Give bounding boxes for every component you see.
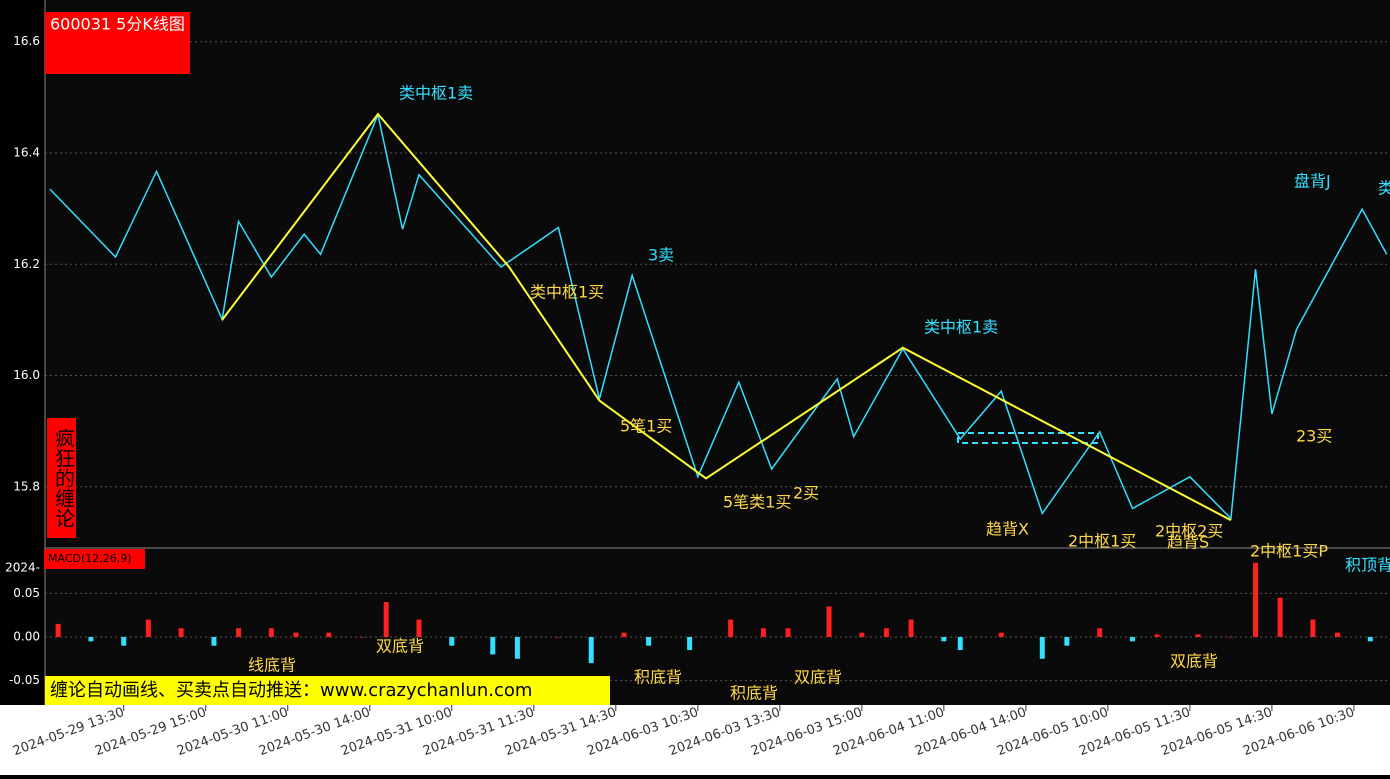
- macd-bar: [268, 628, 274, 637]
- stroke-line: [49, 112, 1388, 521]
- macd-bar: [621, 632, 627, 637]
- stroke-line: [221, 112, 1232, 522]
- macd-bar: [145, 619, 151, 637]
- y-tick-label: 16.4: [13, 145, 40, 159]
- macd-bar: [1039, 636, 1045, 659]
- annotation: 2中枢2买: [1155, 522, 1223, 541]
- y-tick-label: 15.8: [13, 479, 40, 493]
- macd-annotation: 线底背: [248, 656, 296, 675]
- annotation: 盘背J: [1294, 172, 1331, 191]
- y-tick-label: 16.2: [13, 257, 40, 271]
- zhongshu-box: [957, 432, 1099, 444]
- macd-annotation: 双底背: [794, 668, 842, 687]
- annotation: 类中枢1卖: [924, 318, 998, 337]
- annotation: 23买: [1296, 427, 1332, 446]
- plot-area: [45, 0, 1390, 705]
- macd-title-box: [44, 549, 145, 569]
- macd-bar: [1335, 632, 1341, 637]
- annotations: 类中枢1卖 类中枢1买 3卖 5笔1买 5笔类1买 2买 类中枢1卖 趋背X 2…: [248, 84, 1390, 703]
- marks: [49, 112, 1388, 664]
- macd-bar: [957, 636, 963, 651]
- macd-bar: [785, 628, 791, 637]
- macd-bar: [293, 632, 299, 637]
- macd-bar: [646, 636, 652, 646]
- macd-bar: [555, 636, 561, 638]
- macd-bar: [908, 619, 914, 637]
- macd-annotation: 双底背: [376, 637, 424, 656]
- macd-bar: [1277, 597, 1283, 637]
- macd-bar: [859, 632, 865, 637]
- macd-bar: [998, 632, 1004, 637]
- macd-bar: [416, 619, 422, 637]
- annotation: 趋背S: [1167, 533, 1209, 552]
- macd-bar: [383, 602, 389, 637]
- annotation: 2买: [793, 484, 819, 503]
- macd-bar: [326, 632, 332, 637]
- macd-bar: [211, 636, 217, 646]
- macd-bar: [236, 628, 242, 637]
- y2-tick-label: 0.00: [13, 629, 40, 643]
- macd-bar: [449, 636, 455, 646]
- macd-bar: [760, 628, 766, 637]
- annotation: 类: [1378, 179, 1390, 198]
- annotation: 5笔1买: [620, 417, 672, 436]
- macd-bar: [1310, 619, 1316, 637]
- banner: 缠论自动画线、买卖点自动推送：www.crazychanlun.com: [50, 680, 532, 701]
- macd-annotation: 积顶背: [1345, 556, 1390, 575]
- macd-annotation: 双底背: [1170, 652, 1218, 671]
- side-box: [47, 418, 76, 538]
- macd-bar: [514, 636, 520, 659]
- side-label: 疯狂的缠论: [52, 428, 76, 528]
- macd-bar: [941, 636, 947, 642]
- macd-bar: [1195, 634, 1201, 637]
- macd-bar: [883, 628, 889, 637]
- macd-bar: [178, 628, 184, 637]
- macd-bar: [1129, 636, 1135, 642]
- macd-bar: [1064, 636, 1070, 646]
- annotation: 3卖: [648, 246, 674, 265]
- macd-top-label: 2024-: [5, 561, 40, 575]
- macd-bar: [1228, 636, 1234, 638]
- macd-bar: [687, 636, 693, 651]
- macd-bar: [88, 636, 94, 642]
- macd-bar: [1367, 636, 1373, 642]
- macd-annotation: 积底背: [730, 684, 778, 703]
- macd-title: MACD(12,26,9): [48, 552, 132, 565]
- y2-tick-label: 0.05: [13, 586, 40, 600]
- macd-bar: [1253, 562, 1258, 637]
- macd-bar: [121, 636, 127, 646]
- macd-annotation: 积底背: [634, 668, 682, 687]
- y-tick-label: 16.6: [13, 34, 40, 48]
- macd-bar: [826, 606, 832, 637]
- annotation: 2中枢1买P: [1250, 542, 1328, 561]
- macd-bar: [728, 619, 734, 637]
- x-axis-area: [0, 705, 1390, 775]
- y2-tick-label: -0.05: [9, 673, 40, 687]
- macd-bar: [490, 636, 496, 655]
- annotation: 2中枢1买: [1068, 532, 1136, 551]
- banner-box: [45, 676, 610, 705]
- macd-bar: [588, 636, 594, 664]
- macd-bar: [55, 623, 61, 637]
- annotation: 5笔类1买: [723, 493, 791, 512]
- macd-bar: [359, 636, 365, 638]
- annotation: 类中枢1买: [530, 283, 604, 302]
- macd-bar: [1154, 634, 1160, 637]
- annotation: 类中枢1卖: [399, 84, 473, 103]
- annotation: 趋背X: [986, 520, 1029, 539]
- chart-title: 600031 5分K线图: [50, 15, 185, 34]
- macd-bar: [1097, 628, 1103, 637]
- title-box: [45, 12, 190, 74]
- y-tick-label: 16.0: [13, 368, 40, 382]
